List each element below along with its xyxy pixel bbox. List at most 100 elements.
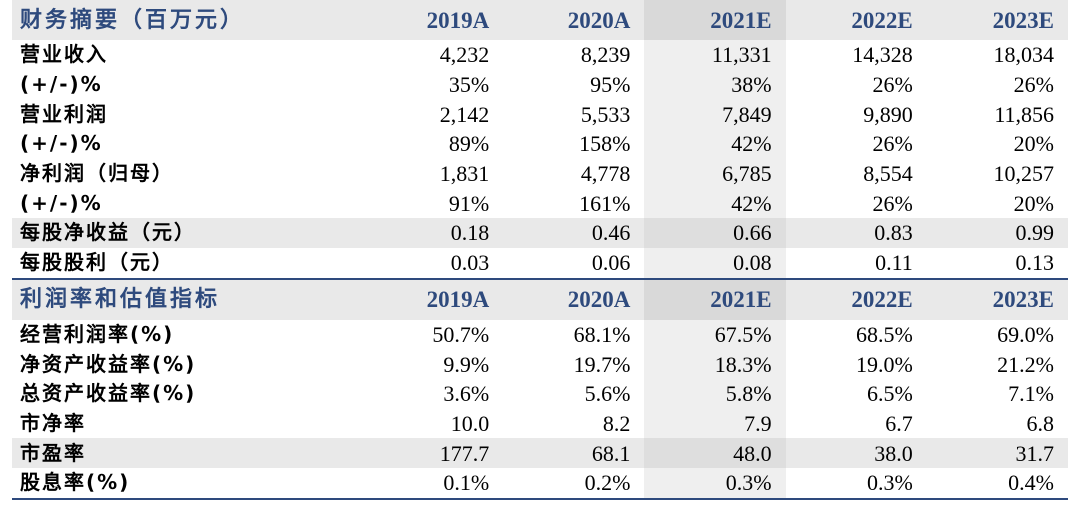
row-value: 26% bbox=[1013, 72, 1054, 98]
row-value: 0.66 bbox=[644, 218, 786, 248]
row-value: 68.1 bbox=[503, 438, 645, 468]
row-value: 0.2% bbox=[503, 467, 645, 500]
row-value: 42% bbox=[644, 129, 786, 159]
row-value: 0.3% bbox=[644, 467, 786, 500]
row-value: 9,890 bbox=[863, 101, 913, 127]
row-label: 每股股利（元） bbox=[12, 247, 363, 280]
row-value: 11,331 bbox=[644, 40, 786, 70]
row-value: 0.08 bbox=[644, 247, 786, 280]
column-header-2023e: 2023E bbox=[926, 278, 1068, 320]
row-value: 26% bbox=[872, 190, 913, 216]
row-value: 0.46 bbox=[503, 218, 645, 248]
row-value: 19.0% bbox=[855, 351, 913, 377]
row-value: 5.6% bbox=[584, 381, 631, 407]
row-value: 6.8 bbox=[1026, 410, 1055, 436]
row-value: 0.99 bbox=[926, 218, 1068, 248]
row-label: 净资产收益率(%) bbox=[20, 351, 197, 376]
row-value: 19.7% bbox=[573, 351, 631, 377]
row-value: 20% bbox=[1013, 190, 1054, 216]
row-value: 91% bbox=[448, 190, 490, 216]
table-row: (+/-)% 35% 95% 38% 26% 26% bbox=[12, 69, 1068, 100]
row-value: 38% bbox=[644, 69, 786, 100]
row-value: 0.1% bbox=[362, 467, 504, 500]
row-value: 10.0 bbox=[450, 410, 490, 436]
row-value: 158% bbox=[579, 131, 631, 157]
row-value: 0.83 bbox=[785, 218, 927, 248]
row-value: 0.06 bbox=[503, 247, 645, 280]
row-label: 经营利润率(%) bbox=[20, 321, 175, 346]
row-label: 总资产收益率(%) bbox=[20, 381, 197, 406]
row-value: 0.13 bbox=[926, 247, 1068, 280]
table-body: 财务摘要（百万元） 2019A 2020A 2021E 2022E 2023E 营业收入 4,… bbox=[12, 0, 1068, 500]
column-header-2022e: 2022E bbox=[785, 278, 927, 320]
row-label: (+/-)% bbox=[20, 190, 103, 215]
row-value: 35% bbox=[448, 72, 490, 98]
row-value: 68.1% bbox=[573, 321, 631, 347]
row-label: 股息率(%) bbox=[12, 467, 363, 500]
row-label: 净利润（归母） bbox=[20, 161, 174, 186]
row-value: 5,533 bbox=[580, 101, 631, 127]
table-row: 净利润（归母） 1,831 4,778 6,785 8,554 10,257 bbox=[12, 158, 1068, 189]
row-value: 69.0% bbox=[997, 321, 1054, 347]
row-value: 14,328 bbox=[852, 42, 913, 68]
row-value: 4,232 bbox=[439, 42, 490, 68]
table-row: 营业收入 4,232 8,239 11,331 14,328 18,034 bbox=[12, 40, 1068, 70]
row-label: 营业利润 bbox=[20, 101, 108, 126]
table-row: 市盈率 177.7 68.1 48.0 38.0 31.7 bbox=[12, 438, 1068, 468]
column-header-2022e: 2022E bbox=[785, 0, 927, 40]
table-row: 每股股利（元） 0.03 0.06 0.08 0.11 0.13 bbox=[12, 247, 1068, 280]
row-value: 18,034 bbox=[993, 42, 1055, 68]
row-value: 161% bbox=[579, 190, 631, 216]
row-value: 50.7% bbox=[432, 321, 490, 347]
row-value: 7,849 bbox=[644, 99, 786, 130]
row-value: 26% bbox=[872, 72, 913, 98]
row-value: 9.9% bbox=[443, 351, 490, 377]
table-row: 每股净收益（元） 0.18 0.46 0.66 0.83 0.99 bbox=[12, 218, 1068, 248]
row-label: (+/-)% bbox=[20, 72, 103, 97]
financial-summary-table: 财务摘要（百万元） 2019A 2020A 2021E 2022E 2023E 营业收入 4,… bbox=[12, 0, 1068, 500]
row-value: 7.1% bbox=[1008, 381, 1054, 407]
table-row: 经营利润率(%) 50.7% 68.1% 67.5% 68.5% 69.0% bbox=[12, 319, 1068, 350]
row-label: 市盈率 bbox=[12, 438, 363, 468]
row-value: 0.18 bbox=[362, 218, 504, 248]
row-value: 42% bbox=[644, 188, 786, 219]
row-label: 每股净收益（元） bbox=[12, 218, 363, 248]
row-value: 1,831 bbox=[439, 161, 490, 187]
column-header-2023e: 2023E bbox=[926, 0, 1068, 40]
row-value: 2,142 bbox=[439, 101, 490, 127]
row-value: 67.5% bbox=[644, 319, 786, 350]
row-value: 38.0 bbox=[785, 438, 927, 468]
row-value: 8,554 bbox=[863, 161, 913, 187]
section-title: 利润率和估值指标 bbox=[12, 278, 363, 320]
row-value: 0.3% bbox=[785, 467, 927, 500]
row-value: 48.0 bbox=[644, 438, 786, 468]
column-header-2021e: 2021E bbox=[644, 0, 786, 40]
row-label: 市净率 bbox=[20, 410, 86, 435]
row-value: 89% bbox=[448, 131, 490, 157]
row-value: 31.7 bbox=[926, 438, 1068, 468]
row-label: (+/-)% bbox=[20, 131, 103, 156]
row-value: 4,778 bbox=[580, 161, 631, 187]
section-title: 财务摘要（百万元） bbox=[12, 0, 363, 40]
row-value: 20% bbox=[1013, 131, 1054, 157]
row-value: 0.11 bbox=[785, 247, 927, 280]
row-value: 6.7 bbox=[885, 410, 913, 436]
column-header-2021e: 2021E bbox=[644, 278, 786, 320]
row-value: 18.3% bbox=[644, 349, 786, 379]
row-label: 营业收入 bbox=[20, 42, 108, 67]
row-value: 10,257 bbox=[993, 161, 1055, 187]
table-row: 净资产收益率(%) 9.9% 19.7% 18.3% 19.0% 21.2% bbox=[12, 349, 1068, 379]
table-row: 股息率(%) 0.1% 0.2% 0.3% 0.3% 0.4% bbox=[12, 467, 1068, 500]
table-row: (+/-)% 89% 158% 42% 26% 20% bbox=[12, 129, 1068, 159]
table-row: (+/-)% 91% 161% 42% 26% 20% bbox=[12, 188, 1068, 219]
column-header-2019a: 2019A bbox=[362, 0, 504, 40]
table-row: 营业利润 2,142 5,533 7,849 9,890 11,856 bbox=[12, 99, 1068, 130]
row-value: 6.5% bbox=[866, 381, 913, 407]
row-value: 95% bbox=[590, 72, 631, 98]
row-value: 8,239 bbox=[580, 42, 631, 68]
row-value: 177.7 bbox=[362, 438, 504, 468]
section1-header-row: 财务摘要（百万元） 2019A 2020A 2021E 2022E 2023E bbox=[12, 0, 1068, 40]
financial-summary-table-container: 财务摘要（百万元） 2019A 2020A 2021E 2022E 2023E 营业收入 4,… bbox=[12, 0, 1068, 500]
column-header-2020a: 2020A bbox=[503, 0, 645, 40]
section2-header-row: 利润率和估值指标 2019A 2020A 2021E 2022E 2023E bbox=[12, 278, 1068, 320]
